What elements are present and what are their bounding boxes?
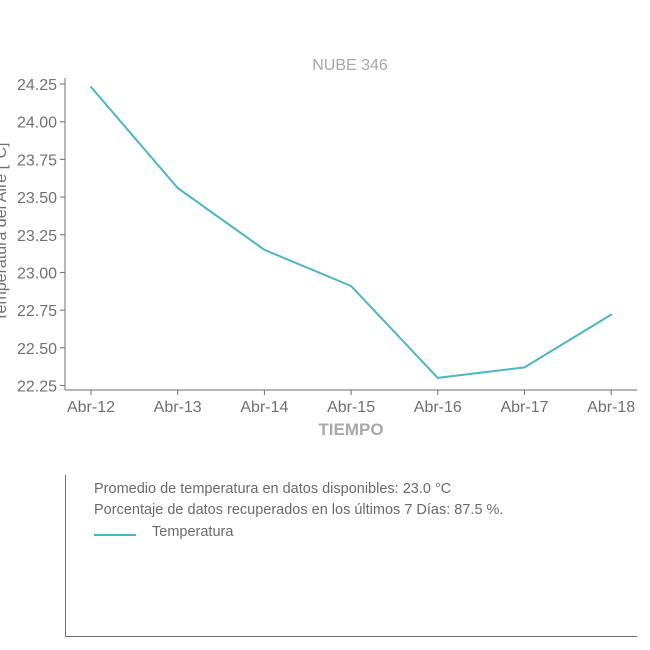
x-tick-label: Abr-12 (67, 399, 115, 416)
data-point (263, 248, 266, 251)
series-line-temperatura (90, 86, 612, 379)
y-tick-label: 23.75 (17, 152, 57, 169)
y-tick-label: 23.50 (17, 190, 57, 207)
y-tick-label: 23.00 (17, 265, 57, 282)
x-tick-label: Abr-17 (500, 399, 548, 416)
data-recovery-text: Porcentaje de datos recuperados en los ú… (94, 502, 504, 518)
series-layer (90, 86, 613, 379)
average-temperature-text: Promedio de temperatura en datos disponi… (94, 481, 452, 497)
y-tick-label: 23.25 (17, 228, 57, 245)
temperature-chart: NUBE 346 24.2524.0023.7523.5023.2523.002… (0, 57, 637, 439)
x-tick-label: Abr-14 (240, 399, 288, 416)
x-tick-label: Abr-16 (414, 399, 462, 416)
x-tick-label: Abr-13 (154, 399, 202, 416)
x-tick-label: Abr-15 (327, 399, 375, 416)
data-point (436, 376, 439, 379)
legend-label: Temperatura (152, 524, 234, 540)
x-axis: Abr-12 Abr-13 Abr-14 Abr-15 Abr-16 Abr-17 Abr-… (65, 389, 637, 416)
data-point (610, 313, 613, 316)
info-panel: Promedio de temperatura en datos disponi… (65, 475, 637, 637)
y-tick-label: 22.50 (17, 341, 57, 358)
data-point (176, 187, 179, 190)
x-tick-label: Abr-18 (587, 399, 635, 416)
data-point (90, 86, 92, 89)
x-axis-label: TIEMPO (318, 420, 383, 439)
y-tick-label: 24.25 (17, 77, 57, 94)
legend-swatch (94, 534, 136, 536)
y-tick-label: 22.75 (17, 303, 57, 320)
y-tick-label: 22.25 (17, 378, 57, 395)
data-point (523, 366, 526, 369)
data-point (350, 285, 353, 287)
y-axis: 24.25 24.00 23.75 23.50 23.25 23.00 22.75 22.50… (17, 77, 66, 395)
chart-title: NUBE 346 (312, 57, 388, 74)
y-tick-label: 24.00 (17, 115, 57, 132)
y-axis-label: Temperatura del Aire [°C] (0, 143, 10, 322)
